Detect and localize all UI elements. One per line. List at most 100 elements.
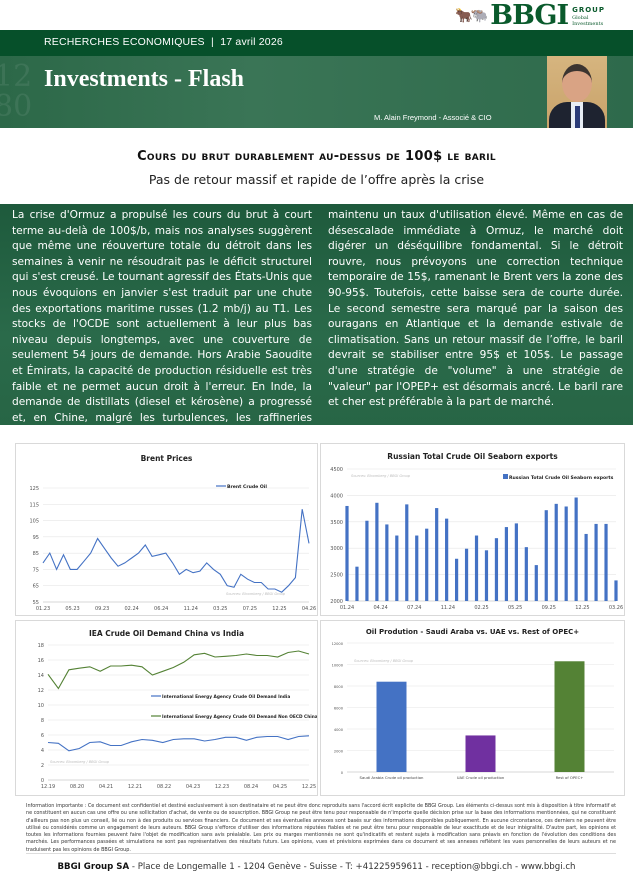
x-category-label: Saudi Arabia Crude oil production — [360, 775, 424, 780]
series-line — [47, 735, 310, 752]
logo-line1: Global — [572, 14, 589, 21]
y-tick-label: 2500 — [330, 573, 343, 579]
x-tick-label: 05.23 — [65, 606, 79, 612]
section-band: RECHERCHES ECONOMIQUES | 17 avril 2026 — [0, 30, 633, 56]
bar — [564, 506, 568, 601]
x-tick-label: 04.25 — [273, 784, 287, 790]
bar — [355, 566, 359, 601]
bar — [554, 503, 558, 601]
legend-swatch — [503, 474, 508, 479]
bar — [395, 535, 399, 601]
source-note: Sources: Bloomberg / BBGI Group — [50, 760, 110, 764]
bar — [584, 533, 588, 601]
bar — [345, 505, 349, 601]
bull-bear-icon: 🐂🐃 — [455, 8, 488, 24]
x-tick-label: 04.21 — [99, 784, 113, 790]
logo-line2: Investments — [572, 20, 604, 27]
y-tick-label: 14 — [38, 673, 44, 679]
author: M. Alain Freymond - Associé & CIO — [374, 113, 492, 122]
x-tick-label: 11.24 — [441, 605, 455, 611]
y-tick-label: 85 — [33, 551, 39, 557]
iea-demand-chart: IEA Crude Oil Demand China vs India 0 2 4 6 8… — [15, 620, 318, 796]
source-note: Sources: Bloomberg / BBGI Group — [226, 592, 286, 596]
y-tick-label: 75 — [33, 567, 39, 573]
y-tick-label: 0 — [41, 778, 44, 784]
x-tick-label: 01.24 — [340, 605, 354, 611]
bar — [454, 558, 459, 601]
legend-label: International Energy Agency Crude Oil De… — [162, 694, 290, 700]
logo-text: BBGI — [490, 0, 569, 31]
bar — [425, 528, 429, 601]
x-tick-label: 02.25 — [474, 605, 488, 611]
x-tick-label: 09.23 — [95, 606, 109, 612]
y-tick-label: 12 — [38, 688, 44, 694]
headline: Cours du brut durablement au-dessus de 1… — [137, 149, 496, 164]
bar — [494, 538, 499, 601]
legend-label: Brent Crude Oil — [227, 484, 267, 490]
source-note: Sources: Bloomberg / BBGI Group — [351, 474, 411, 478]
x-tick-label: 04.26 — [302, 606, 316, 612]
x-tick-label: 08.24 — [244, 784, 258, 790]
article-body: La crise d'Ormuz a propulsé les cours du… — [0, 204, 633, 439]
y-tick-label: 10 — [38, 703, 44, 709]
y-tick-label: 95 — [33, 535, 39, 541]
bar — [474, 535, 479, 601]
subheadline: Pas de retour massif et rapide de l’offr… — [148, 172, 485, 187]
bar — [574, 497, 578, 601]
y-tick-label: 4500 — [330, 467, 343, 473]
x-tick-label: 02.24 — [125, 606, 139, 612]
x-tick-label: 12.23 — [215, 784, 229, 790]
y-tick-label: 16 — [38, 658, 44, 664]
y-tick-label: 115 — [29, 502, 39, 508]
chart-title: Brent Prices — [141, 454, 193, 463]
y-tick-label: 10000 — [332, 664, 344, 668]
x-tick-label: 01.23 — [36, 606, 50, 612]
bar — [544, 510, 548, 601]
x-category-label: UAE Crude oil production — [457, 775, 505, 780]
chart-title: Russian Total Crude Oil Seaborn exports — [387, 452, 558, 461]
x-tick-label: 05.25 — [508, 605, 522, 611]
bar — [375, 502, 379, 601]
y-tick-label: 12000 — [332, 642, 344, 646]
y-tick-label: 2000 — [334, 750, 344, 754]
bar — [465, 735, 496, 772]
y-tick-label: 18 — [38, 643, 44, 649]
bar — [376, 681, 407, 772]
bar — [464, 548, 469, 601]
company-address: - Place de Longemalle 1 - 1204 Genève - … — [129, 862, 576, 872]
x-tick-label: 11.24 — [184, 606, 198, 612]
disclaimer: Information importante : Ce document est… — [26, 803, 616, 853]
y-tick-label: 8 — [41, 718, 44, 724]
russian-exports-chart: Russian Total Crude Oil Seaborn exports 2… — [320, 443, 625, 616]
y-tick-label: 125 — [29, 486, 39, 492]
x-tick-label: 06.24 — [154, 606, 168, 612]
brent-prices-chart: Brent Prices 55 65 75 85 95 105 115 125 Sources: … — [15, 443, 318, 616]
chart-title: Oil Prodution - Saudi Araba vs. UAE vs. … — [366, 628, 579, 636]
bar — [435, 508, 439, 601]
footer: BBGI Group SA - Place de Longemalle 1 - … — [0, 862, 633, 872]
y-tick-label: 65 — [33, 584, 39, 590]
bar — [524, 547, 528, 601]
title-band: 12 80 — [0, 56, 633, 128]
x-category-label: Rest of OPEC+ — [556, 775, 584, 780]
x-tick-label: 04.24 — [373, 605, 387, 611]
x-tick-label: 12.25 — [575, 605, 589, 611]
bar — [405, 504, 409, 601]
divider — [26, 853, 616, 854]
report-date: 17 avril 2026 — [220, 36, 283, 48]
bar — [365, 520, 369, 601]
y-tick-label: 55 — [33, 600, 39, 606]
bar — [445, 518, 449, 601]
y-tick-label: 2 — [41, 763, 44, 769]
y-tick-label: 2000 — [330, 599, 343, 605]
article-column-left: La crise d'Ormuz a propulsé les cours du… — [12, 209, 312, 440]
series-line — [42, 509, 310, 593]
bar — [534, 565, 538, 601]
y-tick-label: 4000 — [330, 493, 343, 499]
bar — [484, 550, 489, 601]
legend-label: International Energy Agency Crude Oil De… — [162, 714, 317, 720]
bar — [594, 523, 598, 601]
y-tick-label: 105 — [29, 519, 39, 525]
x-tick-label: 09.25 — [542, 605, 556, 611]
article-column-right: maintenu un taux d'utilisation élevé. Mê… — [328, 209, 623, 409]
